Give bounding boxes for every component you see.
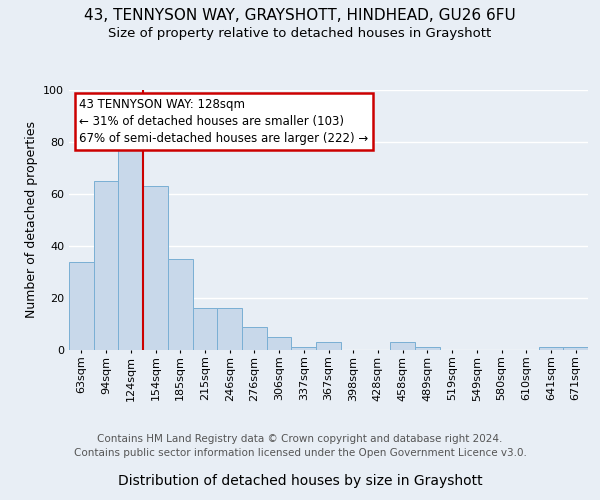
Bar xyxy=(415,348,440,350)
Bar xyxy=(563,348,588,350)
Text: Size of property relative to detached houses in Grayshott: Size of property relative to detached ho… xyxy=(109,28,491,40)
Bar xyxy=(242,326,267,350)
Bar xyxy=(118,129,143,350)
Bar xyxy=(292,348,316,350)
Bar xyxy=(217,308,242,350)
Bar xyxy=(539,348,563,350)
Y-axis label: Number of detached properties: Number of detached properties xyxy=(25,122,38,318)
Bar xyxy=(193,308,217,350)
Bar xyxy=(94,181,118,350)
Bar xyxy=(316,342,341,350)
Text: 43, TENNYSON WAY, GRAYSHOTT, HINDHEAD, GU26 6FU: 43, TENNYSON WAY, GRAYSHOTT, HINDHEAD, G… xyxy=(84,8,516,22)
Bar xyxy=(168,259,193,350)
Text: Contains HM Land Registry data © Crown copyright and database right 2024.
Contai: Contains HM Land Registry data © Crown c… xyxy=(74,434,526,458)
Bar xyxy=(267,337,292,350)
Bar xyxy=(143,186,168,350)
Bar xyxy=(390,342,415,350)
Text: Distribution of detached houses by size in Grayshott: Distribution of detached houses by size … xyxy=(118,474,482,488)
Text: 43 TENNYSON WAY: 128sqm
← 31% of detached houses are smaller (103)
67% of semi-d: 43 TENNYSON WAY: 128sqm ← 31% of detache… xyxy=(79,98,368,145)
Bar xyxy=(69,262,94,350)
